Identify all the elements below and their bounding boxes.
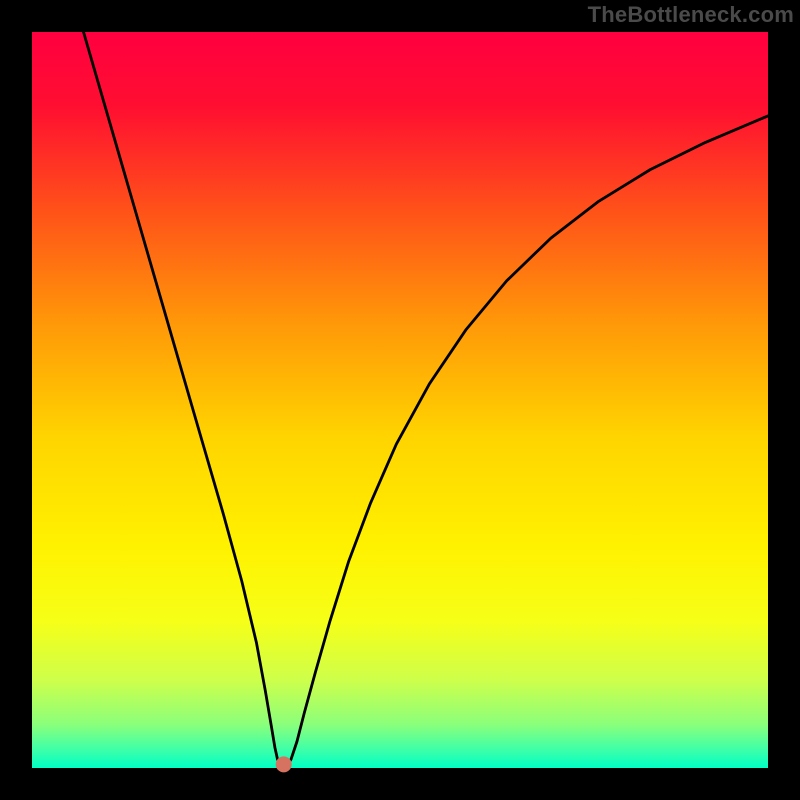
plot-area — [32, 32, 768, 768]
optimal-marker — [276, 756, 292, 772]
bottleneck-chart — [0, 0, 800, 800]
chart-stage: TheBottleneck.com — [0, 0, 800, 800]
watermark-text: TheBottleneck.com — [588, 2, 794, 28]
